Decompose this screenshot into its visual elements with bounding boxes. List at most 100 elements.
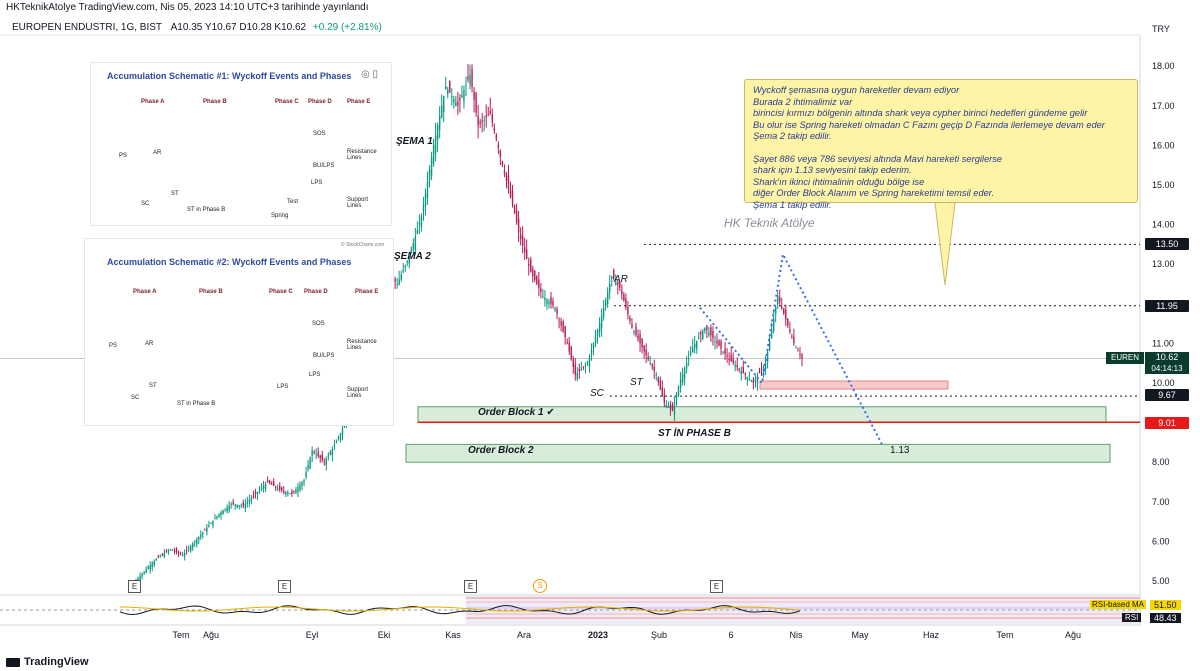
tradingview-footer: TradingView — [6, 656, 89, 668]
wyckoff-schematic-2: Accumulation Schematic #2: Wyckoff Event… — [84, 238, 394, 426]
candle-body — [277, 488, 279, 490]
note-line: Şayet 886 veya 786 seviyesi altında Mavi… — [753, 153, 1003, 164]
candle-body — [570, 346, 572, 360]
candle-body — [212, 520, 214, 526]
candle-body — [459, 98, 461, 101]
candle-body — [639, 334, 641, 344]
candle-body — [329, 452, 332, 455]
candle-body — [550, 297, 552, 304]
candle-body — [287, 492, 289, 494]
candle-body — [580, 369, 583, 371]
candle-body — [293, 491, 295, 493]
candle-body — [795, 347, 797, 349]
candle-body — [475, 92, 477, 113]
price-tag-13-50: 13.50 — [1145, 238, 1189, 250]
candle-body — [548, 301, 550, 305]
candle-body — [532, 268, 534, 277]
candle-body — [627, 307, 629, 315]
candle-body — [799, 354, 801, 356]
candle-body — [505, 172, 508, 182]
candle-body — [159, 555, 162, 557]
candle-body — [177, 552, 180, 554]
candle-body — [576, 373, 579, 380]
candle-body — [706, 325, 708, 331]
candle-body — [194, 541, 196, 543]
candle-body — [742, 366, 745, 374]
candle-body — [220, 512, 222, 516]
candle-body — [412, 243, 415, 250]
price-change: +0.29 (+2.81%) — [312, 22, 382, 33]
candle-body — [615, 282, 617, 286]
candle-body — [750, 381, 753, 383]
candle-body — [560, 321, 562, 326]
rsi-ma-value: 51.50 — [1150, 600, 1181, 610]
candle-body — [173, 550, 176, 552]
candle-body — [779, 297, 781, 302]
candle-body — [169, 549, 172, 551]
candle-body — [224, 508, 226, 510]
earnings-event-icon[interactable]: E — [710, 580, 723, 593]
schematic-2-phase-c: Phase C — [269, 289, 293, 295]
schematic-1-spring: Spring — [271, 213, 289, 219]
schematic-2-lps: LPS — [277, 384, 289, 390]
schematic-2-phase-d: Phase D — [304, 289, 328, 295]
candle-body — [554, 307, 556, 311]
x-tick-label: 2023 — [588, 630, 608, 640]
candle-body — [716, 341, 718, 344]
note-line: Bu olur ise Spring hareketi olmadan C Fa… — [753, 119, 1105, 130]
candle-body — [238, 505, 240, 507]
candle-body — [714, 340, 716, 342]
candle-body — [623, 294, 625, 302]
candle-body — [153, 561, 155, 565]
harmonic-pattern-line — [699, 251, 883, 445]
wyckoff-schematic-1: Accumulation Schematic #1: Wyckoff Event… — [90, 62, 392, 226]
candle-body — [396, 284, 398, 285]
schematic-1-ps: PS — [119, 153, 128, 159]
note-line: shark için 1.13 seviyesini takip ederim. — [753, 165, 912, 175]
candle-body — [744, 373, 747, 376]
candle-body — [641, 338, 643, 348]
candle-body — [663, 394, 666, 403]
candle-body — [481, 120, 483, 122]
x-tick-label: Ağu — [203, 630, 219, 640]
candle-body — [683, 368, 686, 379]
candle-body — [538, 279, 540, 288]
x-tick-label: Nis — [790, 630, 803, 640]
candle-body — [420, 216, 423, 228]
candle-body — [801, 354, 803, 359]
candle-body — [155, 559, 157, 561]
candle-body — [319, 455, 321, 459]
candle-body — [797, 350, 799, 352]
rsi-ma-line — [119, 606, 801, 612]
candle-body — [250, 497, 253, 501]
earnings-event-icon[interactable]: E — [278, 580, 291, 593]
x-tick-label: Tem — [996, 630, 1013, 640]
candle-body — [426, 181, 429, 198]
candle-body — [645, 349, 647, 356]
schematic-2-phase-b: Phase B — [199, 289, 223, 295]
candle-body — [604, 299, 607, 307]
schematic-2-ps: PS — [109, 343, 118, 349]
x-tick-label: Ara — [517, 630, 531, 640]
dividend-event-icon[interactable]: S — [533, 579, 547, 593]
analysis-note[interactable]: Wyckoff şemasına uygun hareketler devam … — [744, 79, 1138, 210]
candle-body — [165, 551, 168, 553]
rsi-label: RSI — [1122, 613, 1142, 622]
schematic-1-lps: LPS — [311, 180, 323, 186]
note-line: Wyckoff şemasına uygun hareketler devam … — [753, 85, 960, 95]
earnings-event-icon[interactable]: E — [128, 580, 141, 593]
candle-body — [151, 563, 153, 568]
candle-body — [691, 347, 694, 353]
candle-body — [564, 326, 566, 338]
red-zone — [759, 380, 949, 390]
candle-body — [157, 556, 159, 558]
y-tick-label: 6.00 — [1152, 536, 1170, 546]
candle-body — [521, 235, 524, 246]
x-tick-label: Eyl — [306, 630, 319, 640]
candle-body — [635, 326, 637, 336]
candle-body — [270, 483, 273, 485]
schematic-2-sc: SC — [131, 395, 140, 401]
earnings-event-icon[interactable]: E — [464, 580, 477, 593]
candle-body — [677, 386, 680, 396]
candle-body — [438, 115, 441, 130]
